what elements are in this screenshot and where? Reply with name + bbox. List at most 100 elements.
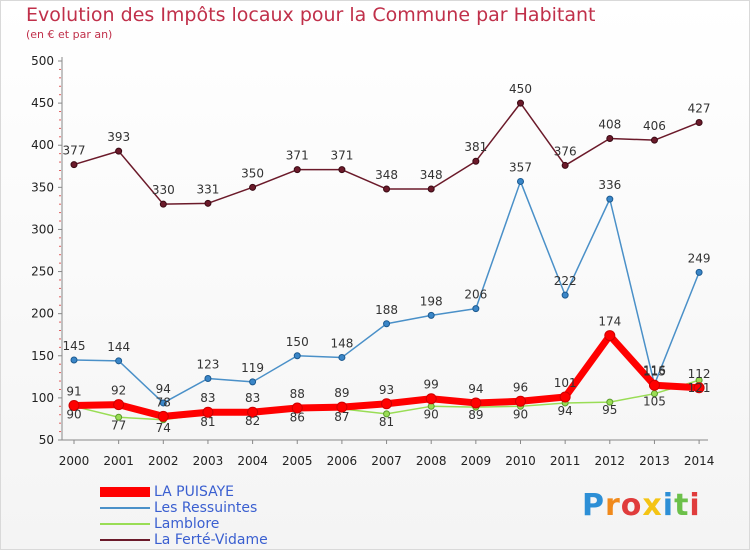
legend-swatch xyxy=(100,507,150,509)
data-point xyxy=(427,185,435,193)
data-label: 406 xyxy=(643,119,666,133)
data-point xyxy=(113,399,125,411)
y-tick-label: 150 xyxy=(31,349,54,363)
data-point xyxy=(695,118,703,126)
y-tick-label: 50 xyxy=(39,433,54,447)
data-point xyxy=(650,136,658,144)
data-point xyxy=(293,352,301,360)
x-tick-label: 2005 xyxy=(282,454,313,468)
data-label: 101 xyxy=(554,376,577,390)
data-label: 94 xyxy=(558,404,573,418)
x-tick-label: 2004 xyxy=(237,454,268,468)
legend-swatch xyxy=(100,539,150,541)
legend-item: Les Ressuintes xyxy=(100,500,268,516)
x-tick-label: 2000 xyxy=(59,454,90,468)
x-tick-label: 2008 xyxy=(416,454,447,468)
legend-label: Les Ressuintes xyxy=(154,500,258,516)
data-label: 99 xyxy=(424,378,439,392)
data-label: 427 xyxy=(688,101,711,115)
data-point xyxy=(204,199,212,207)
data-point xyxy=(115,357,123,365)
data-label: 95 xyxy=(602,403,617,417)
logo-letter: i xyxy=(662,488,675,523)
data-label: 331 xyxy=(196,182,219,196)
data-point xyxy=(70,356,78,364)
data-label: 123 xyxy=(196,358,219,372)
series-line xyxy=(73,180,700,404)
x-tick-label: 2012 xyxy=(595,454,626,468)
data-label: 348 xyxy=(375,168,398,182)
data-point xyxy=(561,161,569,169)
data-label: 357 xyxy=(509,160,532,174)
data-label-layer: 91 92 78 83 83 88 89 93 99 94 96 101 174 115 112 145 144… xyxy=(63,82,711,435)
data-label: 77 xyxy=(111,418,126,432)
logo-letter: o xyxy=(620,488,643,523)
data-point xyxy=(559,391,571,403)
data-point xyxy=(606,398,614,406)
data-point xyxy=(336,401,348,413)
y-tick-label: 400 xyxy=(31,138,54,152)
legend-item: La Ferté-Vidame xyxy=(100,532,268,548)
data-label: 348 xyxy=(420,168,443,182)
data-point xyxy=(338,166,346,174)
data-label: 376 xyxy=(554,144,577,158)
data-point xyxy=(472,305,480,313)
data-label: 393 xyxy=(107,130,130,144)
data-point xyxy=(515,395,526,407)
data-label: 115 xyxy=(643,364,666,378)
y-tick-label: 200 xyxy=(31,307,54,321)
data-point xyxy=(115,413,123,421)
logo-letter: i xyxy=(689,488,701,523)
series-la-fert-vidame xyxy=(70,99,703,208)
x-tick-label: 2006 xyxy=(327,454,358,468)
data-label: 119 xyxy=(241,361,264,375)
data-label: 81 xyxy=(200,415,215,429)
data-label: 74 xyxy=(156,421,171,435)
data-point xyxy=(381,398,393,410)
y-tick-label: 350 xyxy=(31,180,54,194)
legend-swatch xyxy=(100,487,150,497)
data-label: 144 xyxy=(107,340,130,354)
data-label: 92 xyxy=(111,384,126,398)
data-label: 89 xyxy=(334,386,349,400)
data-label: 145 xyxy=(63,339,86,353)
data-label: 336 xyxy=(598,178,621,192)
data-label: 105 xyxy=(643,395,666,409)
data-label: 112 xyxy=(688,367,711,381)
x-tick-label: 2014 xyxy=(684,454,715,468)
data-point xyxy=(604,330,616,342)
data-label: 249 xyxy=(688,251,711,265)
data-point xyxy=(249,378,257,386)
data-label: 87 xyxy=(334,410,349,424)
logo-letter: x xyxy=(642,488,663,523)
logo-letter: P xyxy=(582,488,605,523)
x-tick-label: 2002 xyxy=(148,454,179,468)
data-label: 82 xyxy=(245,414,260,428)
y-tick-label: 250 xyxy=(31,265,54,279)
x-tick-label: 2003 xyxy=(193,454,224,468)
legend-label: La Ferté-Vidame xyxy=(154,532,268,548)
logo-letter: r xyxy=(605,488,621,523)
chart-axes: 50 100 150 200 250 300 350 400 450 500 2000 2001 200… xyxy=(31,54,714,468)
data-label: 116 xyxy=(643,363,666,377)
data-point xyxy=(115,147,123,155)
data-label: 78 xyxy=(156,395,171,409)
data-label: 188 xyxy=(375,303,398,317)
legend-label: LA PUISAYE xyxy=(154,484,235,500)
data-point xyxy=(159,200,167,208)
data-label: 81 xyxy=(379,415,394,429)
series-les-ressuintes xyxy=(70,177,703,407)
data-label: 174 xyxy=(598,315,621,329)
legend-swatch xyxy=(100,523,150,525)
data-label: 222 xyxy=(554,274,577,288)
x-tick-label: 2013 xyxy=(639,454,670,468)
y-tick-label: 100 xyxy=(31,391,54,405)
data-label: 90 xyxy=(424,407,439,421)
data-label: 91 xyxy=(66,384,81,398)
data-point xyxy=(427,311,435,319)
data-point xyxy=(383,410,391,418)
data-point xyxy=(70,161,78,169)
x-tick-label: 2010 xyxy=(505,454,536,468)
